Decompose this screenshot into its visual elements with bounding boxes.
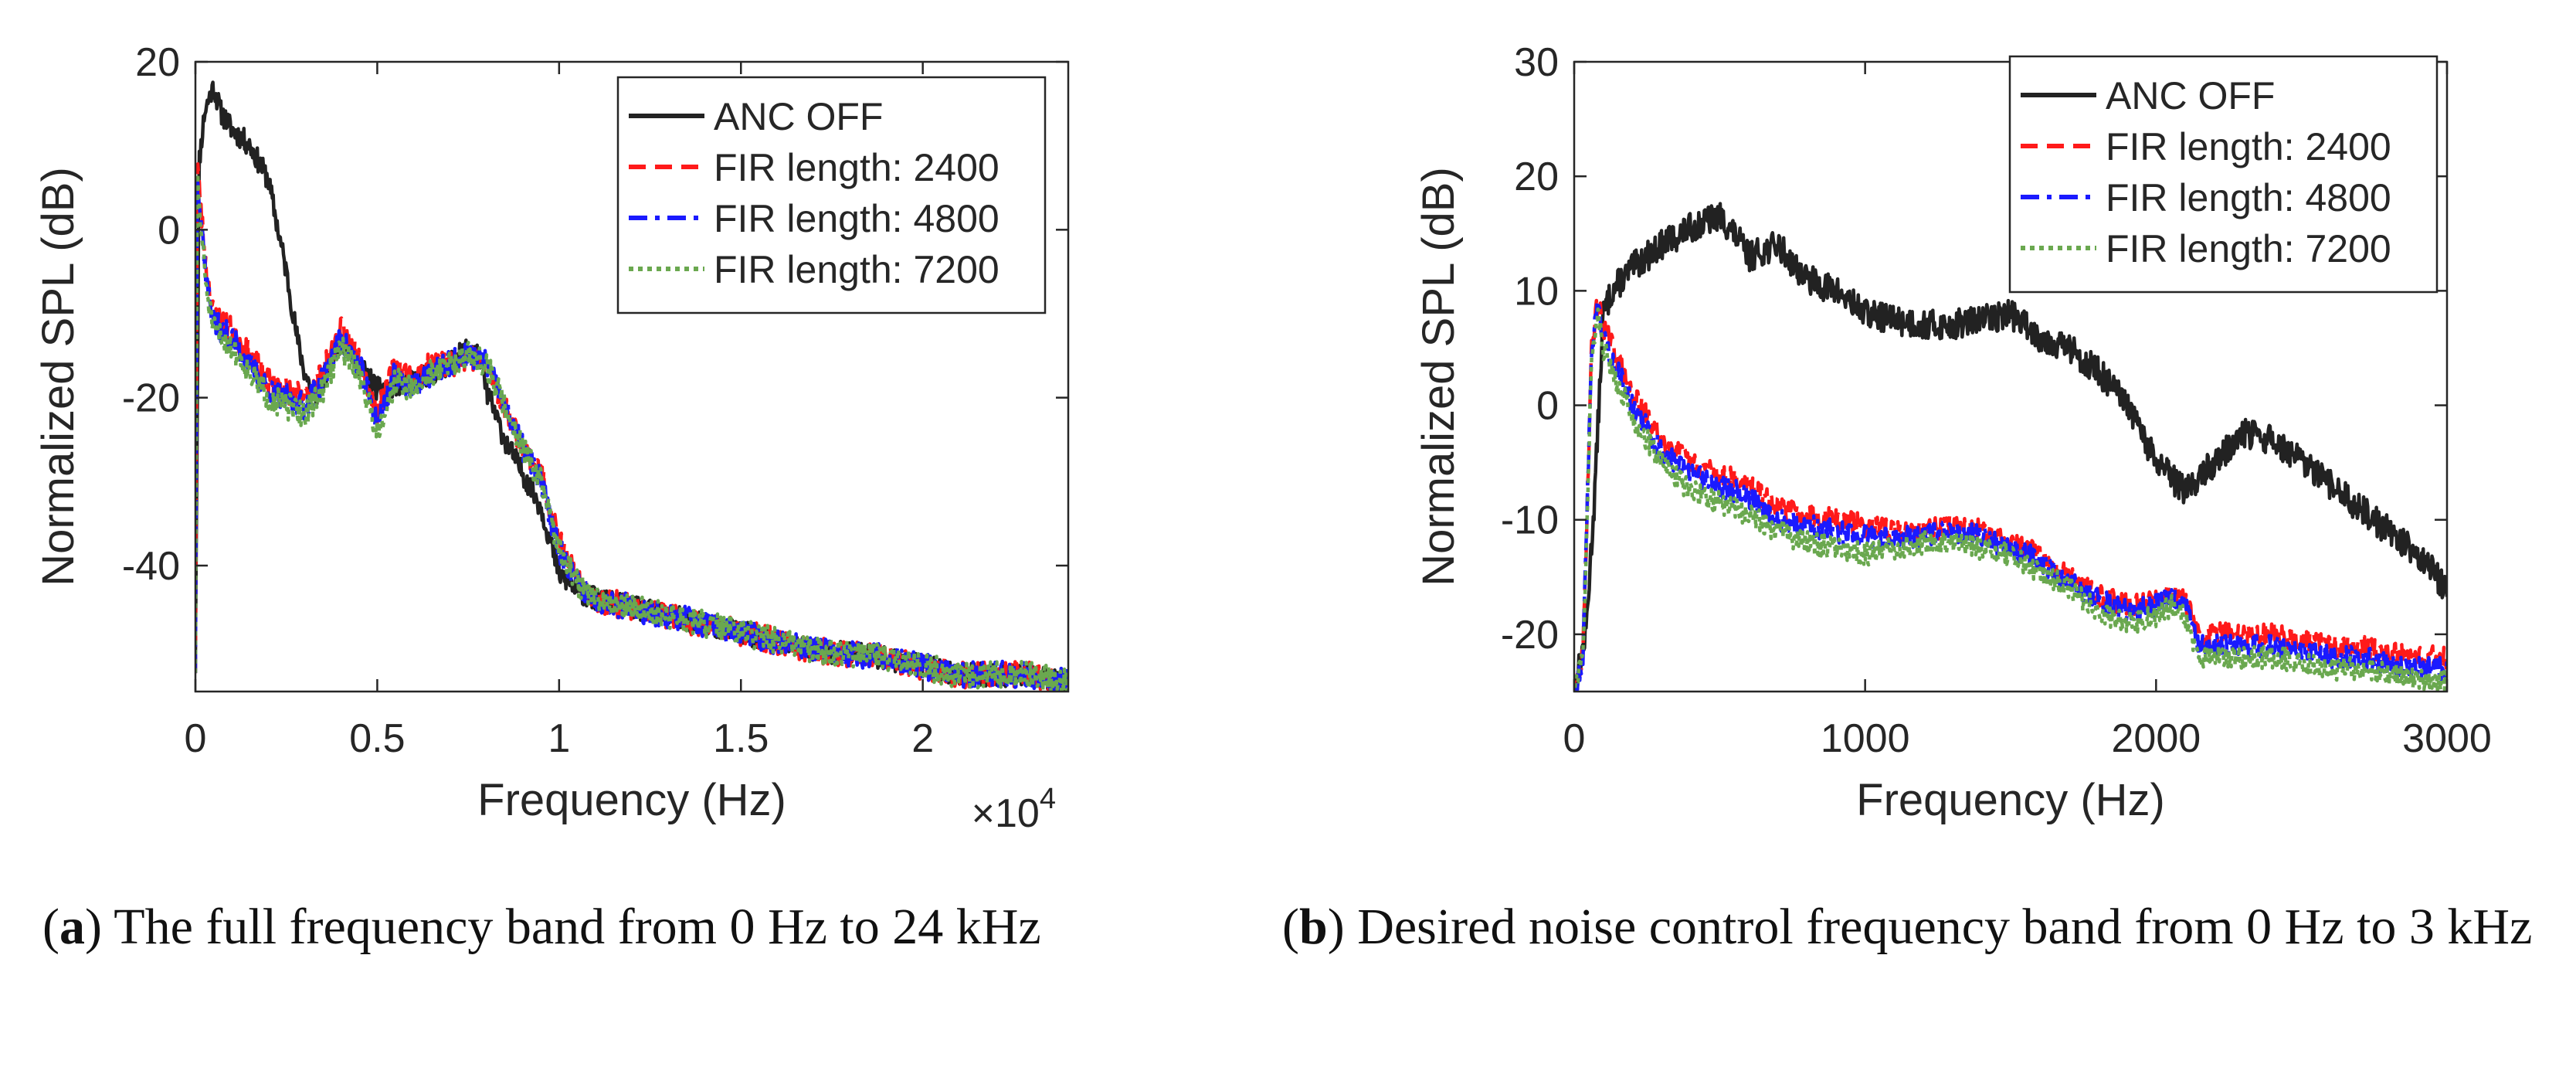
x-tick-label: 1 — [548, 716, 570, 761]
y-axis-label: Normalized SPL (dB) — [1414, 167, 1464, 586]
x-axis-label: Frequency (Hz) — [1856, 775, 2165, 825]
series-line-0 — [1574, 202, 2447, 692]
x-axis-label: Frequency (Hz) — [477, 775, 786, 825]
panel-a: 0 0.5 1 1.5 2 -40 -20 0 20 Frequency (Hz) Normaliz… — [0, 0, 1282, 1074]
plot-area — [195, 80, 1068, 692]
x-tick-label: 0 — [1563, 716, 1586, 761]
caption-a-label: a — [59, 899, 85, 955]
caption-b-label: b — [1298, 899, 1328, 955]
chart-a: 0 0.5 1 1.5 2 -40 -20 0 20 Frequency (Hz) Normaliz… — [33, 40, 1070, 836]
panel-b: 0 1000 2000 3000 -20 -10 0 10 20 30 Frequency (Hz)… — [1282, 0, 2576, 1074]
y-tick-label: -20 — [122, 376, 180, 421]
x-tick-label: 2000 — [2111, 716, 2201, 761]
x-tick-label: 1.5 — [713, 716, 769, 761]
legend-label-2: FIR length: 4800 — [2106, 176, 2391, 219]
axes-box — [194, 60, 1070, 693]
y-tick-label: -10 — [1501, 498, 1559, 543]
x-multiplier-base: ×10 — [972, 791, 1040, 836]
x-tick-label: 2 — [911, 716, 934, 761]
legend-label-3: FIR length: 7200 — [714, 248, 1000, 291]
series-line-3 — [1574, 307, 2447, 692]
y-tick-label: 10 — [1514, 269, 1559, 314]
legend: ANC OFF FIR length: 2400 FIR length: 4800 F… — [616, 76, 1047, 314]
y-tick-label: 0 — [158, 208, 180, 253]
x-tick-label: 0 — [185, 716, 207, 761]
y-axis-label: Normalized SPL (dB) — [33, 167, 83, 586]
legend-label-1: FIR length: 2400 — [714, 146, 1000, 189]
y-tick-label: 20 — [1514, 155, 1559, 199]
caption-a-text: The full frequency band from 0 Hz to 24 … — [101, 899, 1041, 955]
legend: ANC OFF FIR length: 2400 FIR length: 4800 F… — [2008, 55, 2439, 294]
y-tick-label: 20 — [135, 40, 180, 85]
y-tick-label: 30 — [1514, 40, 1559, 85]
legend-label-1: FIR length: 2400 — [2106, 125, 2391, 168]
series-line-1 — [1574, 298, 2447, 692]
x-multiplier: ×104 — [972, 783, 1056, 836]
x-tick-label: 1000 — [1821, 716, 1910, 761]
caption-b-text: Desired noise control frequency band fro… — [1344, 899, 2533, 955]
caption-a: (a) The full frequency band from 0 Hz to… — [42, 899, 1041, 955]
legend-label-3: FIR length: 7200 — [2106, 227, 2391, 270]
legend-label-0: ANC OFF — [714, 95, 883, 138]
legend-label-0: ANC OFF — [2106, 74, 2275, 117]
plot-area — [1574, 202, 2447, 692]
caption-b: (b) Desired noise control frequency band… — [1282, 899, 2533, 955]
y-tick-label: -20 — [1501, 613, 1559, 658]
y-tick-label: 0 — [1536, 384, 1559, 429]
legend-label-2: FIR length: 4800 — [714, 197, 1000, 240]
series-line-3 — [195, 172, 1068, 692]
chart-b: 0 1000 2000 3000 -20 -10 0 10 20 30 Frequency (Hz)… — [1414, 40, 2492, 825]
x-multiplier-exp: 4 — [1040, 783, 1056, 815]
x-tick-label: 0.5 — [349, 716, 405, 761]
y-tick-label: -40 — [122, 544, 180, 589]
x-tick-label: 3000 — [2402, 716, 2492, 761]
